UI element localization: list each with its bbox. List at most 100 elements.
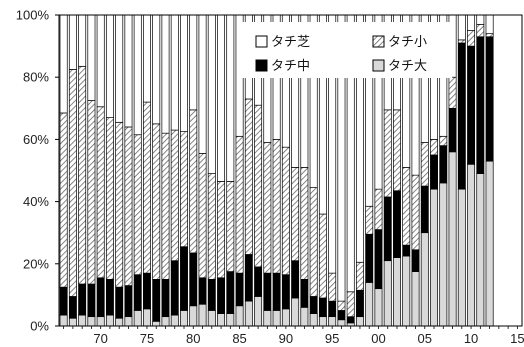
legend-label-tachi-dai: タチ大 [388,59,427,74]
bar-segment-1998-series-2 [355,261,364,291]
bar-segment-2010-series-0 [467,163,476,327]
bar-segment-1966-series-1 [59,286,68,316]
bar-segment-1985-series-2 [235,135,244,274]
legend-swatch-tachi-chu [255,59,268,72]
legend-swatch-tachi-sho [372,35,385,48]
legend-item-tachi-shiba: タチ芝 [255,34,310,50]
x-tick-label: 95 [325,331,339,346]
bar-segment-2002-series-0 [393,257,401,327]
bar-segment-1969-series-1 [87,283,96,318]
x-axis-ticks: 70 75 80 85 90 95 00 05 10 15 [63,326,524,346]
bar-segment-1972-series-0 [115,317,124,327]
bar-segment-1976-series-1 [152,279,161,322]
bar-segment-1979-series-1 [180,246,188,311]
legend-item-tachi-dai: タチ大 [372,59,427,74]
bar-segment-1966-series-0 [59,314,68,327]
bar-segment-1994-series-0 [318,316,327,327]
bar-segment-2012-series-0 [485,160,494,327]
bar-segment-1988-series-1 [263,272,272,311]
bar-segment-1974-series-1 [133,274,142,311]
bar-segment-1999-series-0 [365,282,374,327]
x-tick-label: 90 [279,331,293,346]
bar-segment-1998-series-1 [355,289,364,318]
bar-segment-1996-series-1 [337,310,346,321]
bar-segment-1970-series-0 [96,316,105,327]
bar-segment-2008-series-1 [448,107,457,153]
bar-segment-2010-series-1 [467,45,476,165]
bar-segment-2000-series-1 [374,229,383,290]
bar-segment-1994-series-1 [318,297,327,318]
bar-segment-2012-series-2 [485,33,494,38]
bar-segment-1986-series-0 [244,300,253,327]
legend-label-tachi-sho: タチ小 [388,35,427,50]
bar-segment-2009-series-0 [457,188,466,327]
bar-segment-1999-series-2 [365,205,374,235]
bar-segment-2000-series-0 [374,288,383,327]
bar-segment-1979-series-3 [180,14,188,132]
legend-swatch-tachi-shiba [255,35,268,48]
bar-segment-2005-series-0 [420,232,429,327]
bar-segment-1996-series-0 [337,319,346,327]
bar-segment-1968-series-2 [78,65,87,285]
bar-segment-1980-series-2 [189,109,198,254]
bar-segment-1973-series-3 [124,14,133,128]
bar-segment-1986-series-1 [244,254,253,302]
bar-segment-1985-series-1 [235,272,244,307]
legend-label-tachi-chu: タチ中 [271,59,310,74]
bar-segment-2006-series-0 [430,188,438,327]
bar-segment-1983-series-2 [217,181,226,279]
bar-segment-2005-series-2 [420,142,429,187]
x-tick-label: 10 [464,331,478,346]
bar-segment-2003-series-0 [402,255,411,327]
y-tick-label: 100% [16,8,50,23]
bar-segment-1983-series-1 [217,277,226,314]
legend-item-tachi-sho: タチ小 [372,35,427,50]
bar-segment-1982-series-0 [207,310,216,327]
bar-segment-1993-series-0 [309,313,318,327]
bar-segment-1977-series-3 [161,14,170,134]
bar-segment-1980-series-3 [189,14,198,111]
bar-segment-2011-series-2 [476,23,485,38]
bar-segment-1978-series-0 [170,314,179,327]
bar-segment-1995-series-0 [328,316,337,327]
y-tick-label: 0% [30,319,49,334]
bar-segment-1968-series-3 [78,14,87,67]
bar-segment-1975-series-3 [143,14,151,103]
legend: タチ芝 タチ小 タチ中 タチ大 [239,22,452,78]
bar-segment-2002-series-1 [393,190,401,258]
legend-swatch-tachi-dai [372,59,385,72]
bar-segment-1970-series-2 [96,106,105,279]
bar-segment-1996-series-2 [337,300,346,311]
bar-segment-1971-series-0 [105,314,114,327]
x-tick-label: 05 [418,331,432,346]
bar-segment-1990-series-1 [281,274,290,310]
bar-segment-1984-series-1 [226,271,235,314]
bar-segment-1999-series-1 [365,233,374,283]
bar-segment-1977-series-2 [161,132,170,280]
bar-segment-1983-series-3 [217,14,226,182]
x-tick-label: 85 [232,331,246,346]
bar-segment-1975-series-0 [143,308,151,327]
legend-box [239,22,452,78]
bar-segment-1969-series-2 [87,100,96,285]
bar-segment-2007-series-0 [439,182,448,327]
bar-segment-2006-series-1 [430,154,438,190]
bar-segment-1973-series-2 [124,126,133,286]
bar-segment-1966-series-3 [59,14,68,114]
bar-segment-2005-series-1 [420,185,429,234]
bar-segment-1968-series-0 [78,314,87,327]
y-tick-label: 20% [23,256,49,271]
bar-segment-1990-series-0 [281,308,290,327]
bar-segment-1974-series-0 [133,310,142,327]
bar-segment-2007-series-1 [439,145,448,184]
bar-segment-2000-series-2 [374,188,383,230]
bar-segment-1990-series-2 [281,146,290,276]
bar-segment-1993-series-2 [309,187,318,297]
bar-segment-1976-series-2 [152,123,161,280]
bar-segment-2012-series-1 [485,36,494,162]
bar-segment-1992-series-0 [300,306,309,327]
bar-segment-2010-series-3 [467,14,476,31]
bar-segment-1991-series-2 [291,167,300,262]
bar-segment-1984-series-2 [226,181,235,272]
